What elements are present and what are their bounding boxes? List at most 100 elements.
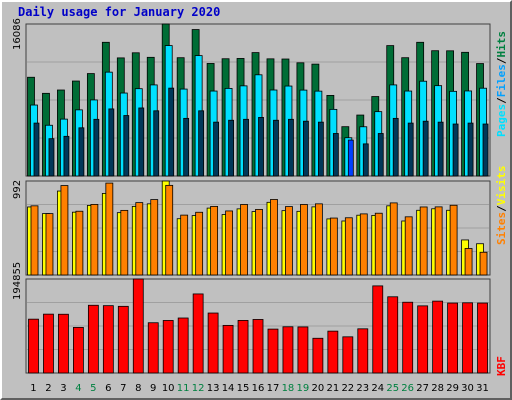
day-tick-30: 30 <box>461 383 474 394</box>
day-tick-11: 11 <box>177 383 190 394</box>
kbytes-bar-day-3 <box>58 313 69 374</box>
sites-bar-day-26 <box>404 216 413 276</box>
sites-bar-day-30 <box>464 248 473 276</box>
pages-bar-day-3 <box>63 135 70 177</box>
kbytes-bar-day-29 <box>447 302 458 374</box>
sites-bar-day-17 <box>270 199 278 276</box>
kbytes-bar-day-14 <box>222 324 234 374</box>
day-tick-8: 8 <box>135 383 141 394</box>
pages-bar-day-30 <box>467 122 474 177</box>
sites-bar-day-22 <box>344 217 353 276</box>
sites-bar-day-31 <box>479 251 488 276</box>
legend-kbytes-part-1: KB <box>495 362 508 376</box>
pages-bar-day-27 <box>422 120 429 177</box>
day-tick-5: 5 <box>90 383 96 394</box>
sites-bar-day-28 <box>434 206 443 276</box>
sites-bar-day-7 <box>120 209 129 276</box>
day-tick-31: 31 <box>476 383 489 394</box>
legend-kbytes-part-2: F <box>495 356 508 363</box>
sites-bar-day-25 <box>389 202 398 276</box>
day-tick-23: 23 <box>356 383 369 394</box>
pages-bar-day-9 <box>153 110 160 177</box>
pages-bar-day-20 <box>317 121 324 177</box>
sites-bar-day-21 <box>329 217 338 276</box>
pages-bar-day-29 <box>452 123 459 177</box>
day-tick-29: 29 <box>446 383 459 394</box>
kbytes-bar-day-5 <box>87 304 99 374</box>
day-tick-19: 19 <box>297 383 310 394</box>
kbytes-bar-day-6 <box>102 305 114 374</box>
sites-bar-day-11 <box>180 214 189 276</box>
pages-bar-day-23 <box>362 143 369 177</box>
pages-bar-day-31 <box>482 123 489 177</box>
kbytes-bar-day-31 <box>477 302 488 374</box>
sites-bar-day-19 <box>300 204 308 276</box>
sites-bar-day-14 <box>225 210 233 276</box>
sites-bar-day-12 <box>195 211 204 276</box>
kbytes-bar-day-24 <box>372 285 384 374</box>
day-tick-10: 10 <box>162 383 175 394</box>
pages-bar-day-12 <box>198 110 205 177</box>
sites-bar-day-8 <box>135 202 144 276</box>
kbytes-bar-day-2 <box>43 313 54 374</box>
sites-bar-day-4 <box>75 210 84 276</box>
day-tick-4: 4 <box>75 383 81 394</box>
sites-bar-day-6 <box>105 182 114 276</box>
legend-sites-visits: Sites/Visits <box>495 166 508 246</box>
chart-title: Daily usage for January 2020 <box>18 5 221 19</box>
legend-hits-files-pages-part-3: Files <box>495 64 508 97</box>
sites-bar-day-24 <box>374 212 383 276</box>
kbytes-bar-day-1 <box>28 318 39 374</box>
pages-bar-day-14 <box>228 119 234 177</box>
kbytes-bar-day-19 <box>297 326 309 374</box>
kbytes-bar-day-23 <box>357 328 369 374</box>
kbytes-bar-day-10 <box>162 320 174 374</box>
pages-bar-day-11 <box>183 117 190 177</box>
legend-hits-files-pages: Pages/Files/Hits <box>495 31 508 137</box>
sites-bar-day-3 <box>60 185 69 276</box>
sites-bar-day-27 <box>419 206 428 276</box>
day-tick-15: 15 <box>237 383 250 394</box>
kbytes-bar-day-13 <box>207 312 219 374</box>
day-tick-6: 6 <box>105 383 111 394</box>
sites-bar-day-10 <box>165 184 174 276</box>
pages-bar-day-24 <box>377 133 384 177</box>
kbytes-bar-day-22 <box>342 336 354 374</box>
sites-panel-max-label: 992 <box>12 180 23 199</box>
day-tick-1: 1 <box>30 383 36 394</box>
pages-bar-day-2 <box>48 138 55 177</box>
pages-bar-day-13 <box>213 121 220 177</box>
kbytes-bar-day-11 <box>177 317 189 374</box>
legend-hits-files-pages-part-5: Hits <box>495 31 508 58</box>
pages-bar-day-22 <box>347 139 354 177</box>
kbytes-bar-day-30 <box>462 302 473 374</box>
day-tick-28: 28 <box>431 383 444 394</box>
kbytes-bar-day-27 <box>417 305 429 374</box>
sites-bar-day-29 <box>449 204 458 276</box>
pages-bar-day-1 <box>33 122 40 177</box>
day-tick-2: 2 <box>45 383 51 394</box>
pages-bar-day-5 <box>93 118 100 177</box>
day-tick-17: 17 <box>267 383 280 394</box>
day-tick-13: 13 <box>207 383 220 394</box>
pages-bar-day-18 <box>288 118 294 177</box>
sites-bar-day-16 <box>255 209 263 276</box>
day-tick-12: 12 <box>192 383 205 394</box>
hits-panel-max-label: 16086 <box>12 18 23 50</box>
day-tick-16: 16 <box>252 383 265 394</box>
pages-bar-day-16 <box>258 117 264 177</box>
kbytes-panel-max-label: 194855 <box>12 262 23 300</box>
pages-bar-day-28 <box>437 121 444 177</box>
day-tick-25: 25 <box>386 383 399 394</box>
day-tick-3: 3 <box>60 383 66 394</box>
kbytes-bar-day-18 <box>282 326 294 374</box>
day-tick-27: 27 <box>416 383 429 394</box>
kbytes-bar-day-4 <box>73 327 84 374</box>
legend-hits-files-pages-part-4: / <box>495 57 508 64</box>
pages-bar-day-21 <box>332 133 339 177</box>
kbytes-bar-day-8 <box>132 278 144 374</box>
legend-hits-files-pages-part-1: Pages <box>495 104 508 137</box>
pages-bar-day-8 <box>138 107 145 177</box>
kbytes-bar-day-20 <box>312 337 324 374</box>
